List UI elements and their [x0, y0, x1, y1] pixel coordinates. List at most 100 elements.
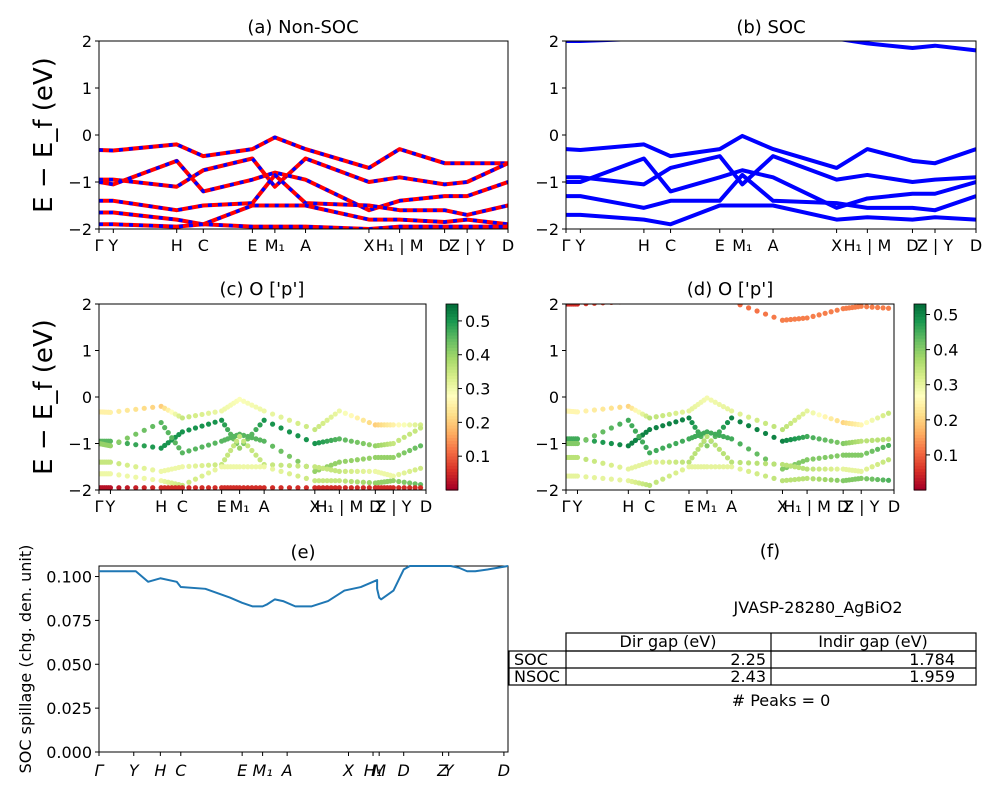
projection-point	[779, 461, 786, 468]
projection-point	[875, 437, 881, 443]
projection-point	[608, 425, 614, 431]
projection-point	[192, 413, 199, 419]
colorbar-segment	[446, 421, 458, 426]
x-tick-label: H	[155, 497, 167, 516]
y-tick-label: −1	[68, 435, 92, 454]
projection-point	[320, 439, 326, 445]
projection-point	[737, 304, 743, 308]
projection-point	[316, 464, 322, 471]
x-tick-label: Y	[129, 761, 140, 780]
projection-point	[179, 450, 185, 456]
colorbar-segment	[446, 387, 458, 392]
projection-point	[834, 477, 840, 483]
colorbar-segment	[446, 452, 458, 457]
colorbar-segment	[446, 440, 458, 445]
projection-point	[261, 417, 267, 423]
colorbar-segment	[446, 415, 458, 420]
projection-point	[804, 457, 810, 463]
projection-point	[269, 485, 276, 490]
projection-point	[133, 474, 139, 480]
projection-point	[574, 454, 581, 461]
projection-point	[150, 423, 156, 430]
projection-point	[712, 442, 718, 448]
projection-point	[810, 476, 816, 482]
projection-point	[141, 427, 147, 433]
colorbar-segment	[914, 313, 926, 317]
panel-e-title: (e)	[290, 542, 315, 563]
projection-point	[591, 433, 598, 439]
projection-point	[133, 431, 139, 437]
projection-point	[822, 466, 828, 472]
projection-point	[150, 467, 156, 473]
projection-point	[212, 462, 218, 468]
colorbar-segment	[914, 409, 926, 414]
colorbar-segment	[446, 322, 458, 327]
projection-point	[647, 415, 653, 421]
projection-point	[390, 422, 396, 428]
projection-point	[783, 462, 790, 468]
projection-point	[822, 437, 828, 443]
x-tick-label: Z | Y	[917, 236, 954, 255]
projection-point	[417, 443, 424, 449]
projection-point	[653, 459, 659, 465]
projection-point	[629, 440, 635, 446]
projection-point	[253, 426, 259, 433]
projection-point	[401, 422, 407, 428]
projection-point	[253, 452, 259, 458]
colorbar-segment	[914, 480, 926, 485]
projection-point	[286, 471, 293, 477]
projection-point	[342, 410, 348, 416]
colorbar-segment	[914, 316, 926, 321]
projection-point	[788, 316, 794, 323]
x-tick-label: A	[281, 761, 293, 780]
projection-point	[107, 471, 114, 477]
colorbar-segment	[914, 452, 926, 457]
projection-point	[792, 464, 798, 470]
projection-point	[407, 422, 413, 428]
projection-point	[407, 480, 413, 486]
projection-point	[574, 304, 581, 307]
colorbar-segment	[446, 480, 458, 485]
projection-point	[396, 485, 402, 490]
projection-point	[186, 463, 192, 469]
x-tick-label: M₁	[697, 497, 717, 516]
y-tick-label: 0.100	[46, 568, 92, 587]
projection-point	[342, 437, 348, 443]
x-tick-label: X	[831, 236, 842, 255]
x-tick-label: H	[171, 236, 183, 255]
colorbar-segment	[446, 304, 458, 308]
projection-point	[712, 399, 718, 405]
projection-point	[636, 433, 642, 440]
projection-point	[864, 476, 870, 482]
projection-point	[828, 477, 834, 483]
colorbar-segment	[914, 446, 926, 451]
band-line	[99, 203, 508, 227]
projection-point	[412, 481, 418, 487]
colorbar-segment	[914, 486, 926, 491]
x-tick-label: X	[777, 497, 788, 516]
projection-point	[762, 461, 769, 467]
y-tick-label: 0	[549, 126, 559, 145]
projection-point	[608, 462, 614, 468]
projection-point	[212, 409, 218, 415]
colorbar-segment	[446, 403, 458, 407]
colorbar-segment	[914, 319, 926, 324]
projection-point	[600, 304, 606, 306]
x-tick-label: C	[665, 236, 676, 255]
projection-point	[647, 459, 653, 465]
projection-point	[179, 464, 185, 470]
projection-point	[637, 304, 641, 305]
colorbar-segment	[914, 483, 926, 488]
x-tick-label: M₁	[230, 497, 250, 516]
projection-point	[316, 440, 322, 446]
projection-point	[360, 440, 366, 447]
colorbar-segment	[446, 331, 458, 336]
projection-point	[366, 455, 372, 461]
projection-point	[158, 445, 164, 451]
projection-point	[225, 452, 231, 458]
projection-point	[316, 485, 322, 490]
projection-point	[172, 440, 178, 446]
projection-point	[632, 437, 639, 443]
projection-point	[332, 468, 338, 474]
